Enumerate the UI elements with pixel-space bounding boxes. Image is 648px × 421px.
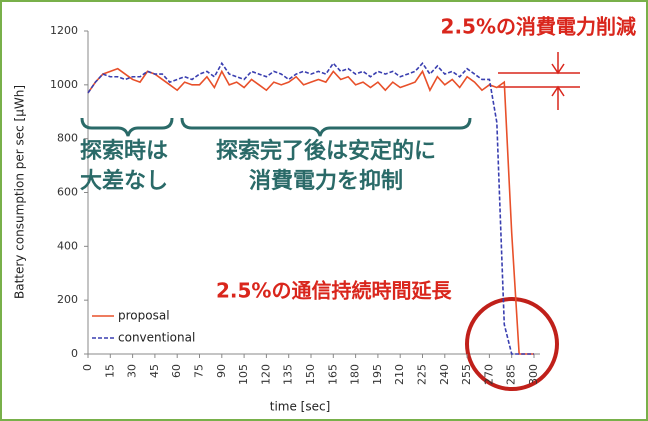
y-tick-label: 800: [57, 132, 78, 145]
y-tick-label: 1000: [50, 78, 78, 91]
y-tick-label: 0: [71, 347, 78, 360]
y-axis-label: Battery consumption per sec [μWh]: [13, 85, 27, 299]
brace: [180, 117, 472, 137]
x-tick-label: 300: [527, 364, 540, 385]
x-tick-label: 210: [393, 364, 406, 385]
x-tick-label: 195: [371, 364, 384, 385]
annotation: 大差なし: [80, 168, 168, 194]
brace: [80, 117, 174, 137]
legend-label: proposal: [118, 309, 170, 323]
y-tick-label: 1200: [50, 24, 78, 37]
x-tick-label: 0: [81, 364, 94, 371]
x-tick-label: 150: [304, 364, 317, 385]
y-tick-label: 400: [57, 239, 78, 252]
x-tick-label: 120: [259, 364, 272, 385]
x-tick-label: 75: [193, 364, 206, 378]
series-line: [87, 61, 534, 355]
annotation: 2.5%の通信持続時間延長: [216, 279, 452, 303]
annotation: 消費電力を抑制: [249, 169, 403, 194]
arrow: [551, 52, 565, 75]
y-tick-label: 200: [57, 293, 78, 306]
x-tick-label: 45: [148, 364, 161, 378]
x-tick-label: 105: [237, 364, 250, 385]
annotation: 探索完了後は安定的に: [216, 138, 436, 164]
x-tick-label: 180: [349, 364, 362, 385]
x-tick-label: 285: [505, 364, 518, 385]
x-tick-label: 165: [326, 364, 339, 385]
x-tick-label: 240: [438, 364, 451, 385]
x-tick-label: 270: [482, 364, 495, 385]
highlight-circle: [465, 297, 559, 391]
x-tick-label: 60: [170, 364, 183, 378]
x-tick-label: 30: [126, 364, 139, 378]
series-line: [87, 67, 534, 355]
arrow: [551, 85, 565, 110]
y-tick-label: 600: [57, 186, 78, 199]
x-tick-label: 225: [416, 364, 429, 385]
x-tick-label: 135: [282, 364, 295, 385]
x-axis-label: time [sec]: [270, 400, 331, 414]
annotation: 2.5%の消費電力削減: [441, 15, 636, 39]
x-tick-label: 255: [460, 364, 473, 385]
annotation: 探索時は: [80, 138, 168, 164]
legend-label: conventional: [118, 331, 195, 345]
x-tick-label: 90: [215, 364, 228, 378]
x-tick-label: 15: [103, 364, 116, 378]
